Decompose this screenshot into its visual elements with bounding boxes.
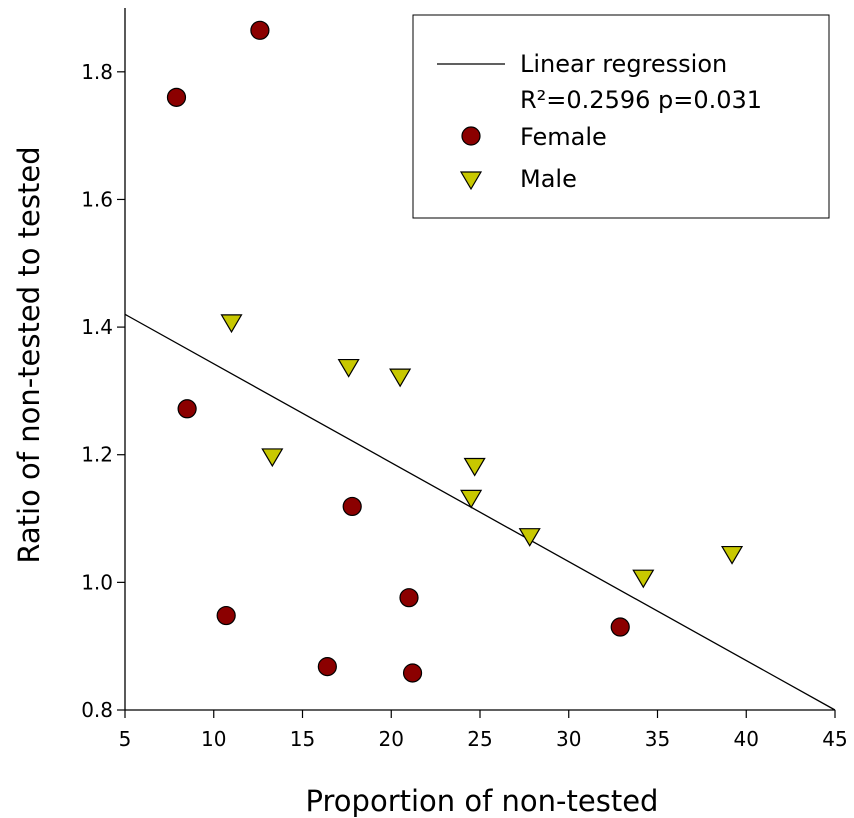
female-point (177, 399, 197, 419)
x-tick-label: 25 (467, 727, 492, 751)
male-point (337, 358, 360, 378)
male-point (632, 569, 655, 589)
y-tick-label: 1.8 (81, 60, 113, 84)
female-point (399, 588, 419, 608)
legend-regression-label: Linear regression (520, 50, 727, 78)
legend-male-marker (459, 171, 483, 191)
male-point (389, 368, 412, 388)
male-point (463, 457, 486, 477)
x-tick-label: 35 (645, 727, 670, 751)
x-tick-label: 20 (379, 727, 404, 751)
x-tick-label: 45 (822, 727, 847, 751)
male-point (721, 545, 744, 565)
y-axis-title: Ratio of non-tested to tested (12, 146, 46, 563)
x-tick-label: 40 (734, 727, 759, 751)
x-axis-title: Proportion of non-tested (306, 784, 659, 818)
legend-male-label: Male (520, 165, 577, 193)
legend-regression-stats: R²=0.2596 p=0.031 (520, 86, 762, 114)
legend-box (412, 14, 830, 219)
legend-female-label: Female (520, 123, 607, 151)
legend: Linear regression R²=0.2596 p=0.031 Fema… (412, 14, 830, 219)
female-point (402, 663, 423, 683)
male-point (261, 448, 284, 468)
y-tick-label: 1.4 (81, 315, 113, 339)
x-tick-label: 10 (201, 727, 226, 751)
female-point (317, 657, 337, 677)
y-tick-label: 1.0 (81, 570, 113, 594)
x-tick-label: 15 (290, 727, 315, 751)
legend-female-marker (461, 126, 481, 146)
x-tick-label: 5 (119, 727, 132, 751)
x-tick-label: 30 (556, 727, 581, 751)
male-point (220, 314, 243, 334)
y-tick-label: 0.8 (81, 698, 113, 722)
female-point (166, 87, 187, 107)
plot-area: 5 10 15 20 25 30 35 40 45 0.8 1.0 1.2 1.4 1.6 1.8 (81, 8, 848, 751)
female-point (342, 496, 362, 517)
regression-line (124, 313, 836, 711)
male-point (518, 528, 541, 547)
y-tick-label: 1.2 (81, 443, 113, 467)
female-point (216, 605, 236, 626)
female-point (610, 617, 630, 637)
male-point (460, 489, 483, 509)
female-point (250, 20, 270, 40)
y-tick-label: 1.6 (81, 187, 113, 211)
